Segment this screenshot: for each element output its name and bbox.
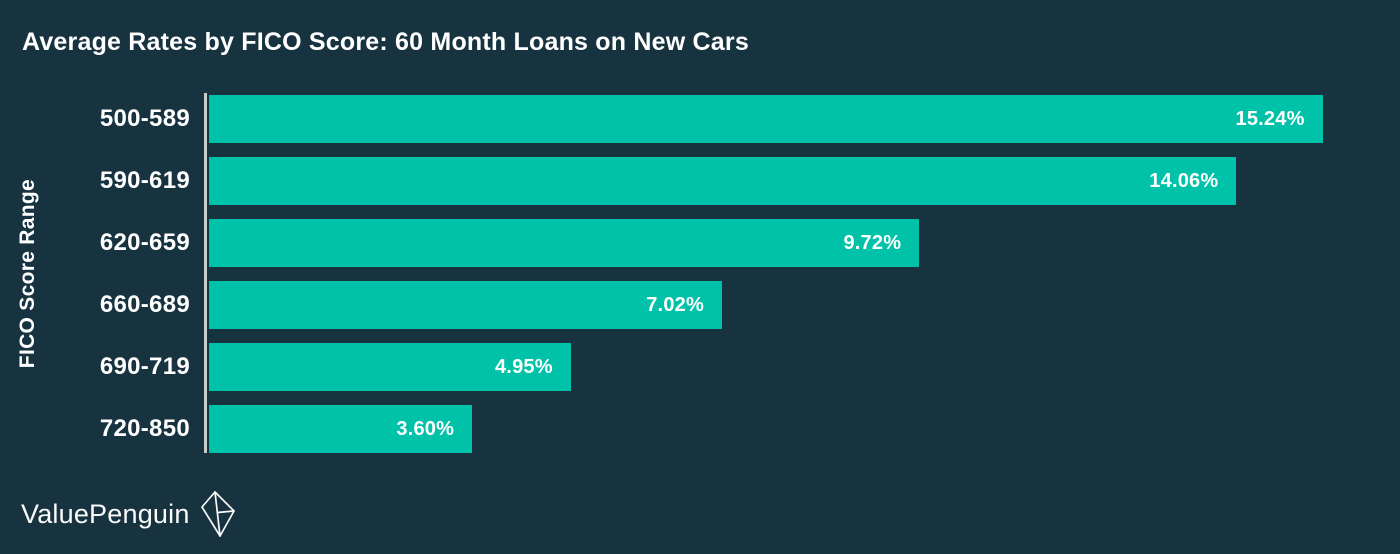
bar-track: 7.02% bbox=[209, 281, 1400, 329]
category-label: 660-689 bbox=[99, 291, 190, 318]
chart-row: 620-659 9.72% bbox=[0, 212, 1400, 274]
bar-value-label: 3.60% bbox=[396, 417, 455, 440]
bar-track: 9.72% bbox=[209, 219, 1400, 267]
category-label: 590-619 bbox=[99, 167, 190, 194]
chart-row: 660-689 7.02% bbox=[0, 274, 1400, 336]
bar: 4.95% bbox=[209, 343, 571, 391]
bar: 7.02% bbox=[209, 281, 722, 329]
category-label: 500-589 bbox=[99, 105, 190, 132]
bar-value-label: 14.06% bbox=[1149, 169, 1219, 192]
bar-track: 3.60% bbox=[209, 405, 1400, 453]
category-label: 690-719 bbox=[99, 353, 190, 380]
bar: 3.60% bbox=[209, 405, 473, 453]
category-label: 720-850 bbox=[99, 415, 190, 442]
bar-value-label: 4.95% bbox=[494, 355, 553, 378]
origami-penguin-icon bbox=[200, 491, 235, 537]
valuepenguin-logo: ValuePenguin bbox=[21, 490, 236, 538]
bar-track: 14.06% bbox=[209, 157, 1400, 205]
bar-chart: 500-589 15.24% 590-619 14.06% 620-659 9.… bbox=[0, 88, 1400, 460]
bar-value-label: 9.72% bbox=[843, 231, 902, 254]
category-label: 620-659 bbox=[99, 229, 190, 256]
bar-value-label: 15.24% bbox=[1235, 107, 1305, 130]
valuepenguin-logo-text: ValuePenguin bbox=[21, 498, 190, 529]
chart-row: 720-850 3.60% bbox=[0, 398, 1400, 460]
bar: 15.24% bbox=[209, 95, 1323, 143]
bar-track: 15.24% bbox=[209, 95, 1400, 143]
bar-value-label: 7.02% bbox=[646, 293, 704, 316]
plot-rows: 500-589 15.24% 590-619 14.06% 620-659 9.… bbox=[0, 88, 1400, 460]
chart-row: 500-589 15.24% bbox=[0, 88, 1400, 150]
chart-row: 590-619 14.06% bbox=[0, 150, 1400, 212]
chart-row: 690-719 4.95% bbox=[0, 336, 1400, 398]
bar: 9.72% bbox=[209, 219, 920, 267]
y-axis-line bbox=[204, 93, 207, 453]
chart-title: Average Rates by FICO Score: 60 Month Lo… bbox=[22, 28, 749, 56]
bar-track: 4.95% bbox=[209, 343, 1400, 391]
bar: 14.06% bbox=[209, 157, 1237, 205]
